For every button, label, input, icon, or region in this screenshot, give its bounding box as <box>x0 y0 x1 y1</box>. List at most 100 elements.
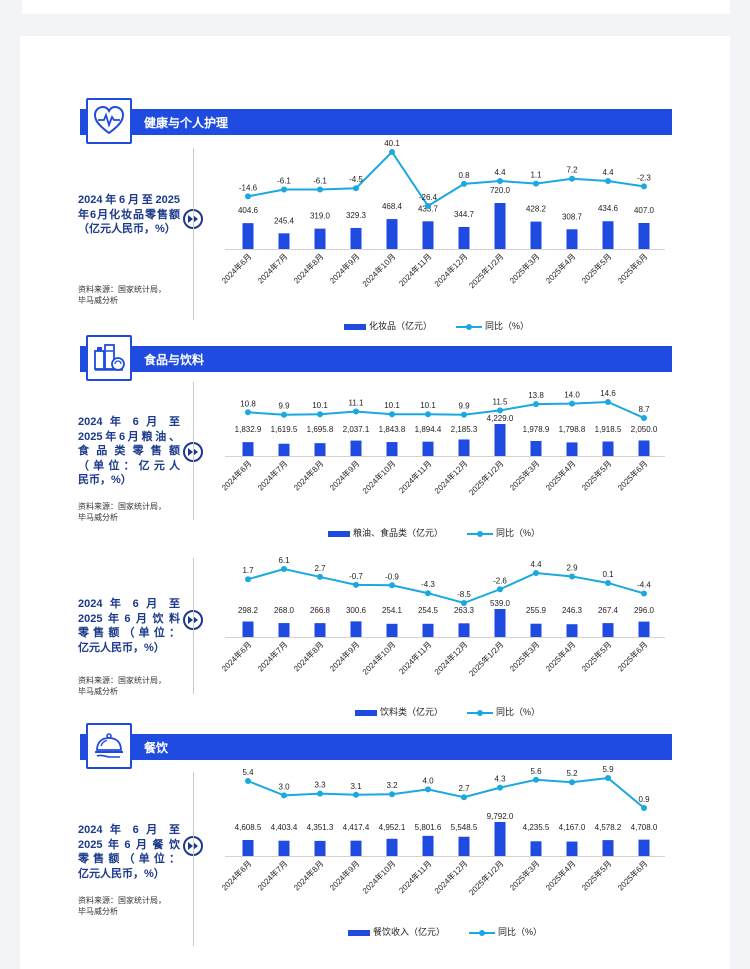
yoy-point <box>353 185 359 192</box>
yoy-value-label: 8.7 <box>638 405 650 414</box>
x-tick-label: 2025年1/2月 <box>467 251 506 290</box>
x-tick-label: 2024年7月 <box>255 858 289 892</box>
yoy-point <box>389 791 395 798</box>
yoy-point <box>533 776 539 783</box>
bar-value-label: 329.3 <box>346 211 367 220</box>
yoy-value-label: -0.9 <box>385 572 399 581</box>
yoy-point <box>569 573 575 580</box>
section-header-health: 健康与个人护理 <box>80 98 672 144</box>
yoy-point <box>461 411 467 418</box>
x-tick-label: 2024年11月 <box>397 858 434 895</box>
yoy-value-label: -2.6 <box>493 576 507 585</box>
bar <box>494 203 506 249</box>
x-tick-label: 2025年4月 <box>543 858 577 892</box>
bar-value-label: 4,229.0 <box>487 414 514 423</box>
x-tick-label: 2024年12月 <box>432 458 469 495</box>
yoy-point <box>533 569 539 576</box>
bar <box>638 222 650 249</box>
legend-bar-swatch <box>344 323 366 330</box>
yoy-point <box>497 177 503 184</box>
yoy-point <box>533 180 539 187</box>
yoy-value-label: 0.8 <box>458 171 470 180</box>
x-tick-label: 2025年6月 <box>615 639 649 673</box>
bar-value-label: 263.3 <box>454 606 475 615</box>
x-tick-label: 2024年9月 <box>327 251 361 285</box>
bar <box>458 623 470 637</box>
yoy-point <box>353 408 359 415</box>
bar-value-label: 4,403.4 <box>271 823 298 832</box>
bar-value-label: 1,978.9 <box>523 425 550 434</box>
x-tick-label: 2024年10月 <box>360 639 397 676</box>
bar <box>602 441 614 456</box>
yoy-point <box>569 779 575 786</box>
bar <box>278 840 290 856</box>
yoy-value-label: 2.7 <box>314 564 326 573</box>
yoy-point <box>317 573 323 580</box>
x-tick-label: 2024年10月 <box>360 458 397 495</box>
yoy-point <box>425 203 431 209</box>
section-header-catering: 餐饮 <box>80 723 672 769</box>
x-tick-label: 2024年12月 <box>432 858 469 895</box>
yoy-value-label: 4.4 <box>530 560 542 569</box>
section-title: 食品与饮料 <box>144 353 205 367</box>
yoy-value-label: 9.9 <box>278 402 290 411</box>
x-tick-label: 2025年6月 <box>615 251 649 285</box>
yoy-point <box>389 582 395 589</box>
yoy-point <box>641 805 647 811</box>
bar <box>530 441 542 456</box>
yoy-value-label: 10.1 <box>384 401 400 410</box>
chart-grain-food: 1,832.9 2024年6月 1,619.5 2024年7月 1,695.8 2024年… <box>219 389 665 497</box>
bar <box>602 623 614 637</box>
yoy-point <box>245 409 251 416</box>
yoy-point <box>281 186 287 193</box>
bar <box>278 233 290 249</box>
yoy-point <box>605 579 611 586</box>
bar <box>242 223 254 249</box>
bar <box>530 623 542 637</box>
bar <box>458 439 470 456</box>
bar <box>386 838 398 856</box>
divider-line <box>193 772 194 946</box>
yoy-value-label: 40.1 <box>384 139 400 148</box>
x-tick-label: 2024年9月 <box>327 458 361 492</box>
bar-value-label: 4,235.5 <box>523 823 550 832</box>
yoy-value-label: 10.1 <box>312 401 328 410</box>
bar-value-label: 720.0 <box>490 186 511 195</box>
yoy-value-label: 3.3 <box>314 781 326 790</box>
bar <box>494 424 506 456</box>
bar-value-label: 4,608.5 <box>235 823 262 832</box>
source-note: 资料来源：国家统计局， 毕马威分析 <box>78 676 166 696</box>
yoy-point <box>281 566 287 572</box>
x-tick-label: 2024年6月 <box>219 458 253 492</box>
bar-value-label: 4,578.2 <box>595 823 622 832</box>
bar <box>242 839 254 856</box>
x-tick-label: 2025年5月 <box>579 858 613 892</box>
content-card <box>20 36 730 969</box>
bar <box>350 440 362 456</box>
top-band <box>22 0 730 14</box>
yoy-value-label: 1.7 <box>242 566 254 575</box>
yoy-value-label: -4.4 <box>637 580 651 589</box>
yoy-value-label: 9.9 <box>458 402 470 411</box>
bar-value-label: 268.0 <box>274 606 295 615</box>
x-tick-label: 2024年12月 <box>432 639 469 676</box>
yoy-point <box>317 411 323 418</box>
chart-legend: 化妆品（亿元） 同比（%） <box>344 319 529 332</box>
bar-value-label: 5,801.6 <box>415 823 442 832</box>
yoy-value-label: -2.3 <box>637 173 651 182</box>
yoy-value-label: -6.1 <box>277 177 291 186</box>
panel-description: 2024 年 6 月 至 2025年6月饮料 零售额（单位： 亿元人民币，%） <box>78 598 180 654</box>
x-tick-label: 2025年5月 <box>579 639 613 673</box>
yoy-value-label: 2.7 <box>458 784 470 793</box>
x-tick-label: 2025年3月 <box>507 251 541 285</box>
x-tick-label: 2024年6月 <box>219 858 253 892</box>
yoy-value-label: 4.4 <box>602 168 614 177</box>
bar <box>638 621 650 637</box>
x-tick-label: 2024年9月 <box>327 639 361 673</box>
divider-line <box>193 558 194 694</box>
bar <box>566 624 578 637</box>
bar-value-label: 428.2 <box>526 205 547 214</box>
bar-value-label: 1,894.4 <box>415 425 442 434</box>
bar-value-label: 1,619.5 <box>271 425 298 434</box>
bar-value-label: 266.8 <box>310 606 331 615</box>
